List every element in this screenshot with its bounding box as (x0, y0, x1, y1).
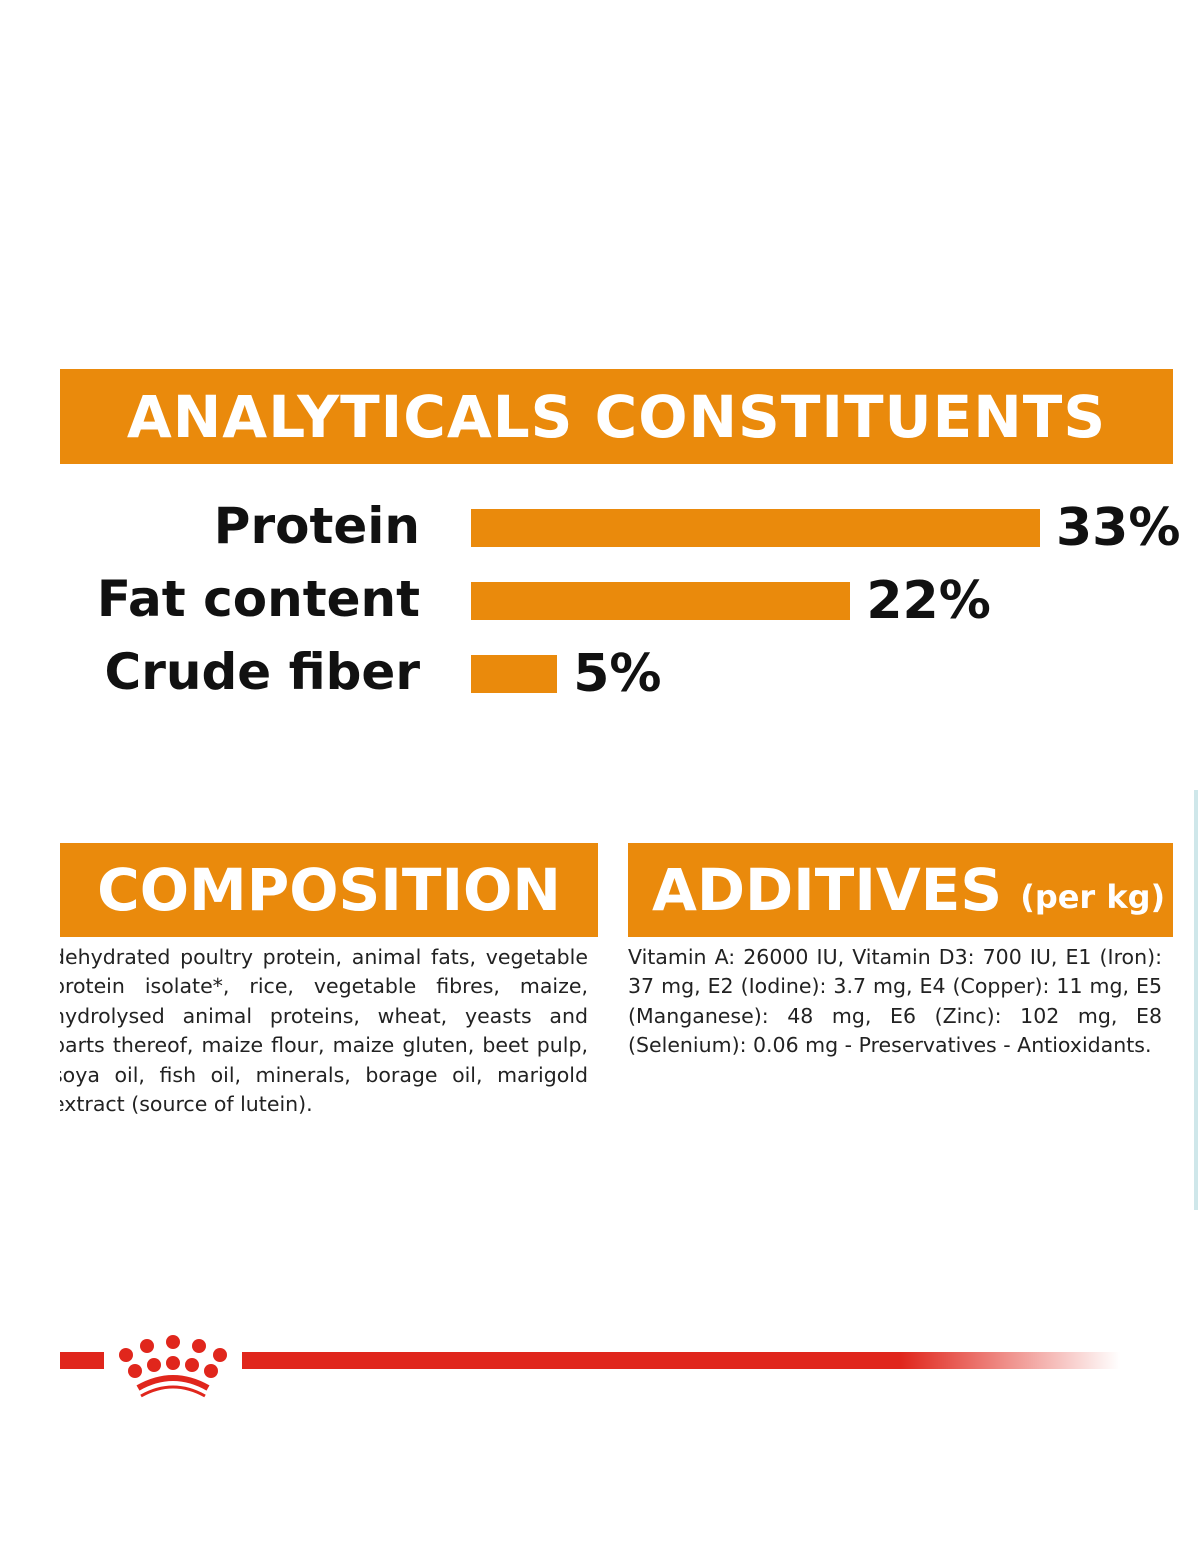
brand-line-left (60, 1352, 104, 1369)
brand-line-right (242, 1352, 1120, 1369)
bar-label: Fat content (96, 570, 420, 628)
additives-title: ADDITIVES (652, 856, 1003, 924)
analytical-title: ANALYTICALS CONSTITUENTS (126, 382, 1107, 451)
composition-text: dehydrated poultry protein, animal fats,… (60, 945, 588, 1117)
bar-label: Crude fiber (104, 643, 420, 701)
composition-header: COMPOSITION (60, 843, 598, 937)
bar-value-label: 33% (1056, 498, 1181, 558)
bar-label: Protein (213, 497, 420, 555)
bar (471, 509, 1040, 547)
additives-text: Vitamin A: 26000 IU, Vitamin D3: 700 IU,… (628, 945, 1162, 1058)
bar (471, 655, 558, 693)
scrollbar-edge (1194, 790, 1198, 1210)
bar-value-label: 5% (573, 644, 662, 704)
analytical-constituents-header: ANALYTICALS CONSTITUENTS (60, 369, 1173, 464)
composition-title: COMPOSITION (97, 856, 561, 924)
bar (471, 582, 851, 620)
bar-value-label: 22% (866, 571, 991, 631)
additives-subtitle: (per kg) (1020, 878, 1166, 916)
brand-footer (60, 1335, 1120, 1398)
composition-block: dehydrated poultry protein, animal fats,… (60, 943, 588, 1123)
crown-icon (119, 1335, 227, 1398)
additives-header: ADDITIVES (per kg) (628, 843, 1173, 937)
